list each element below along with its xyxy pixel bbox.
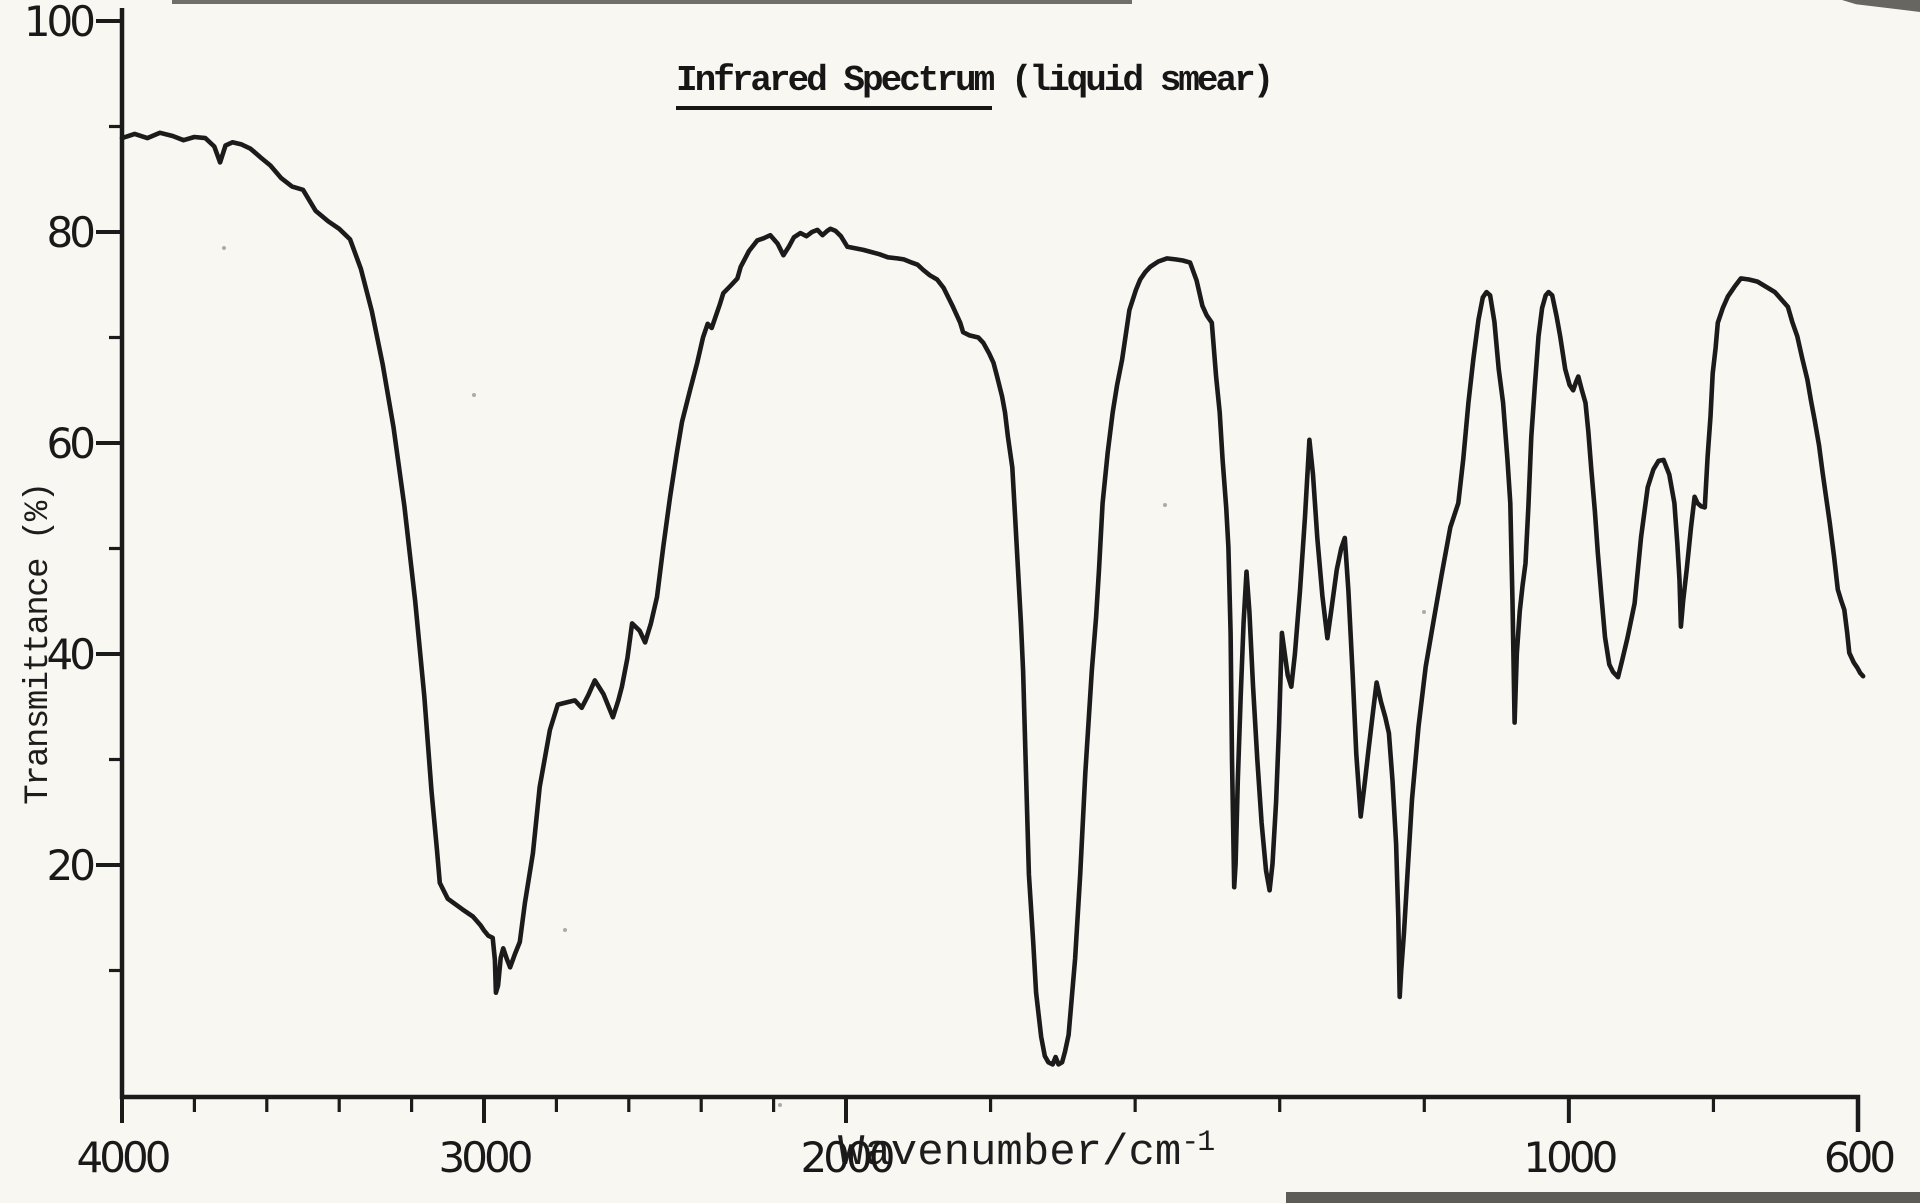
x-tick-label: 2000 [801,1133,893,1182]
scan-artifact-bottom-right-edge [1286,1192,1920,1203]
x-tick-label: 1000 [1523,1133,1615,1182]
paper-speck [563,928,567,932]
x-tick-label: 3000 [439,1133,531,1182]
y-tick-label: 20 [47,841,94,890]
chart-title-rest: (liquid smear) [992,60,1274,101]
chart-title-underlined: Infrared Spectrum [676,60,995,110]
paper-speck [1422,610,1426,614]
x-tick-label: 4000 [77,1133,169,1182]
x-axis-label: Wavenumber/cm-1 [838,1126,1215,1178]
x-tick-label: 600 [1824,1133,1893,1182]
chart-title: Infrared Spectrum (liquid smear) [676,60,1274,110]
y-tick-label: 60 [47,419,94,468]
paper-speck [1163,503,1167,507]
x-axis-label-superscript: -1 [1181,1126,1215,1160]
paper-speck [778,1103,782,1107]
scan-artifact-top-edge [172,0,1132,4]
y-tick-label: 40 [47,630,94,679]
paper-speck [472,393,476,397]
y-tick-label: 100 [24,0,93,46]
paper-speck [222,246,226,250]
y-tick-label: 80 [47,208,94,257]
spectrum-curve [119,130,1866,1067]
